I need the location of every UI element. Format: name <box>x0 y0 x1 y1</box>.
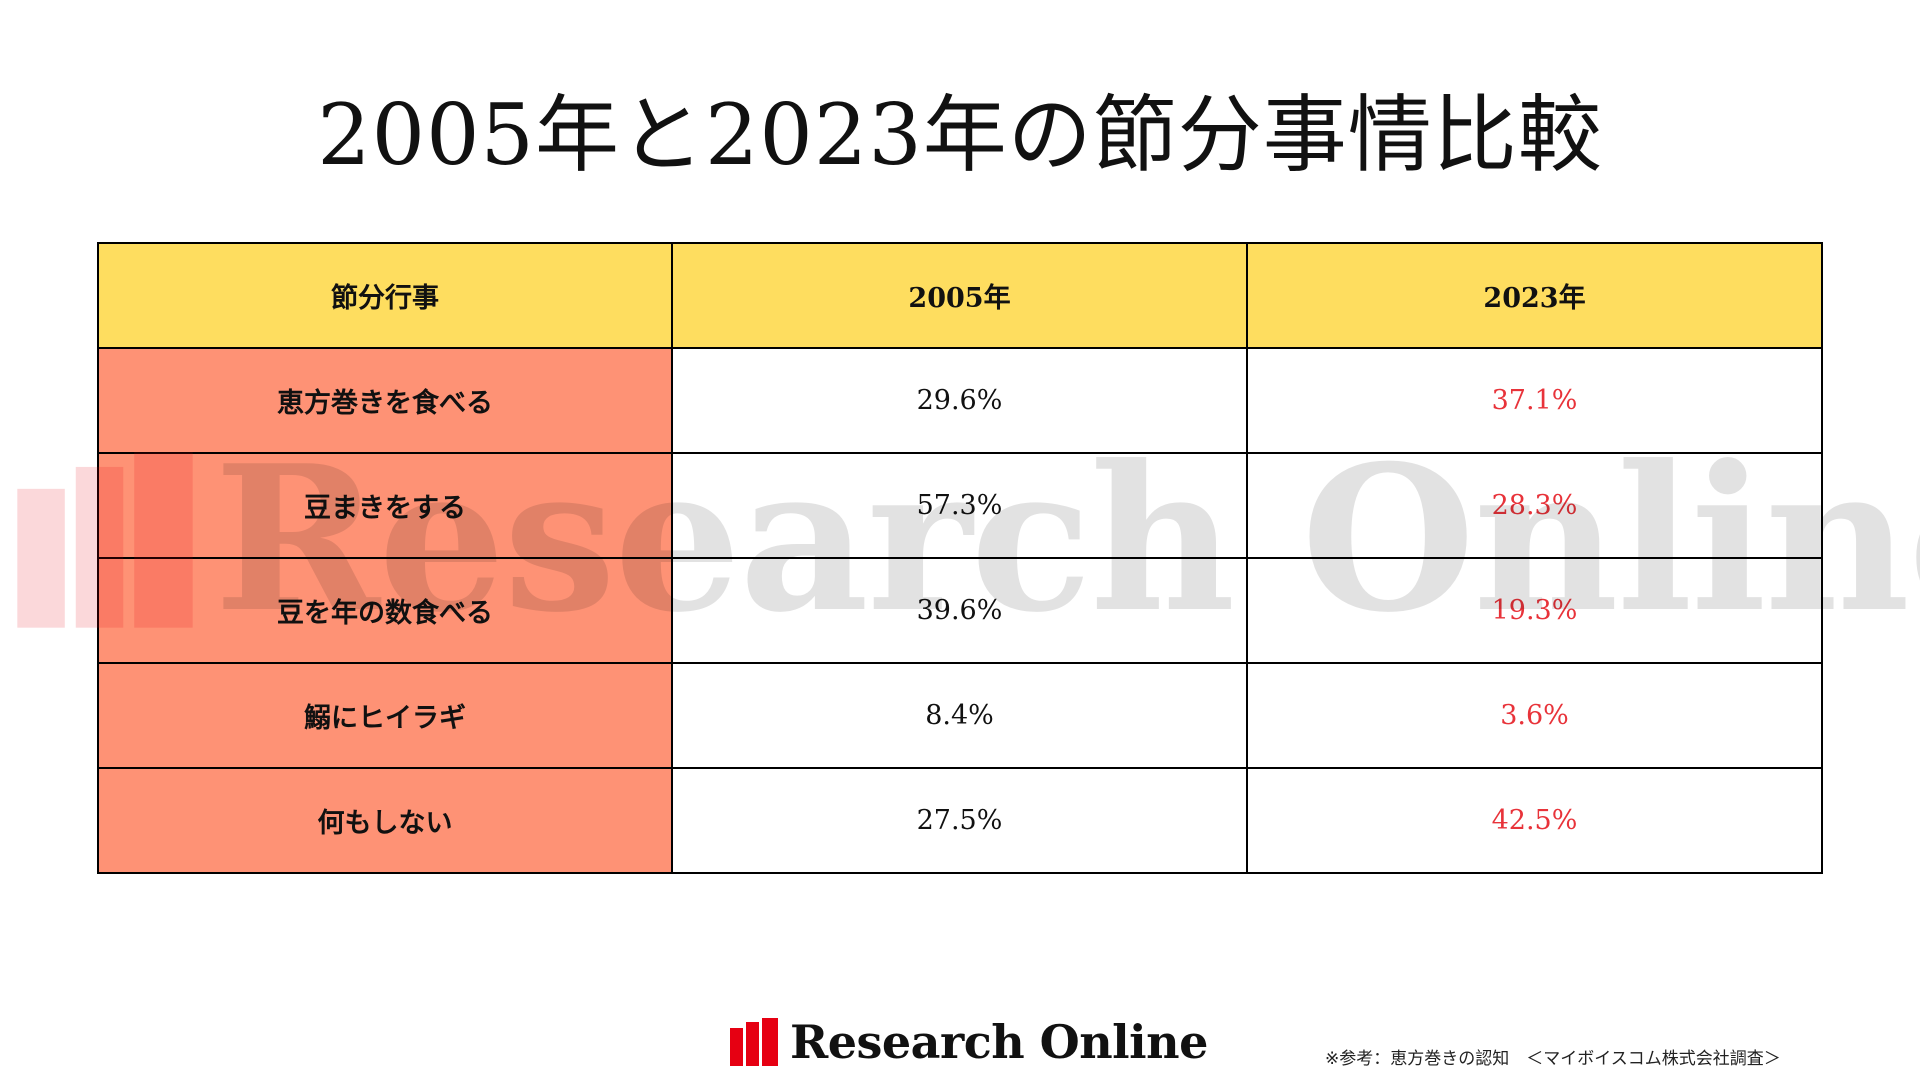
table-row: 鰯にヒイラギ 8.4% 3.6% <box>97 662 1823 769</box>
table-row: 恵方巻きを食べる 29.6% 37.1% <box>97 347 1823 454</box>
table-row: 豆を年の数食べる 39.6% 19.3% <box>97 557 1823 664</box>
value-2005: 8.4% <box>671 662 1248 769</box>
value-2005: 39.6% <box>671 557 1248 664</box>
value-2023: 28.3% <box>1246 452 1823 559</box>
row-label: 何もしない <box>97 767 673 874</box>
value-2023: 42.5% <box>1246 767 1823 874</box>
research-online-logo-icon <box>730 1018 778 1066</box>
row-label: 恵方巻きを食べる <box>97 347 673 454</box>
value-2023: 3.6% <box>1246 662 1823 769</box>
table-row: 豆まきをする 57.3% 28.3% <box>97 452 1823 559</box>
value-2023: 19.3% <box>1246 557 1823 664</box>
value-2005: 57.3% <box>671 452 1248 559</box>
brand-logo: Research Online <box>728 1015 1208 1069</box>
comparison-table: 節分行事 2005年 2023年 恵方巻きを食べる 29.6% 37.1% 豆ま… <box>97 242 1823 874</box>
source-note: ※参考：恵方巻きの認知 ＜マイボイスコム株式会社調査＞ <box>1325 1049 1781 1069</box>
brand-name: Research Online <box>790 1015 1208 1069</box>
row-label: 豆まきをする <box>97 452 673 559</box>
table-row: 何もしない 27.5% 42.5% <box>97 767 1823 874</box>
column-header-event: 節分行事 <box>97 242 673 349</box>
column-header-2005: 2005年 <box>671 242 1248 349</box>
value-2005: 27.5% <box>671 767 1248 874</box>
row-label: 鰯にヒイラギ <box>97 662 673 769</box>
value-2023: 37.1% <box>1246 347 1823 454</box>
row-label: 豆を年の数食べる <box>97 557 673 664</box>
value-2005: 29.6% <box>671 347 1248 454</box>
table-header-row: 節分行事 2005年 2023年 <box>97 242 1823 349</box>
page-title: 2005年と2023年の節分事情比較 <box>317 86 1603 184</box>
column-header-2023: 2023年 <box>1246 242 1823 349</box>
